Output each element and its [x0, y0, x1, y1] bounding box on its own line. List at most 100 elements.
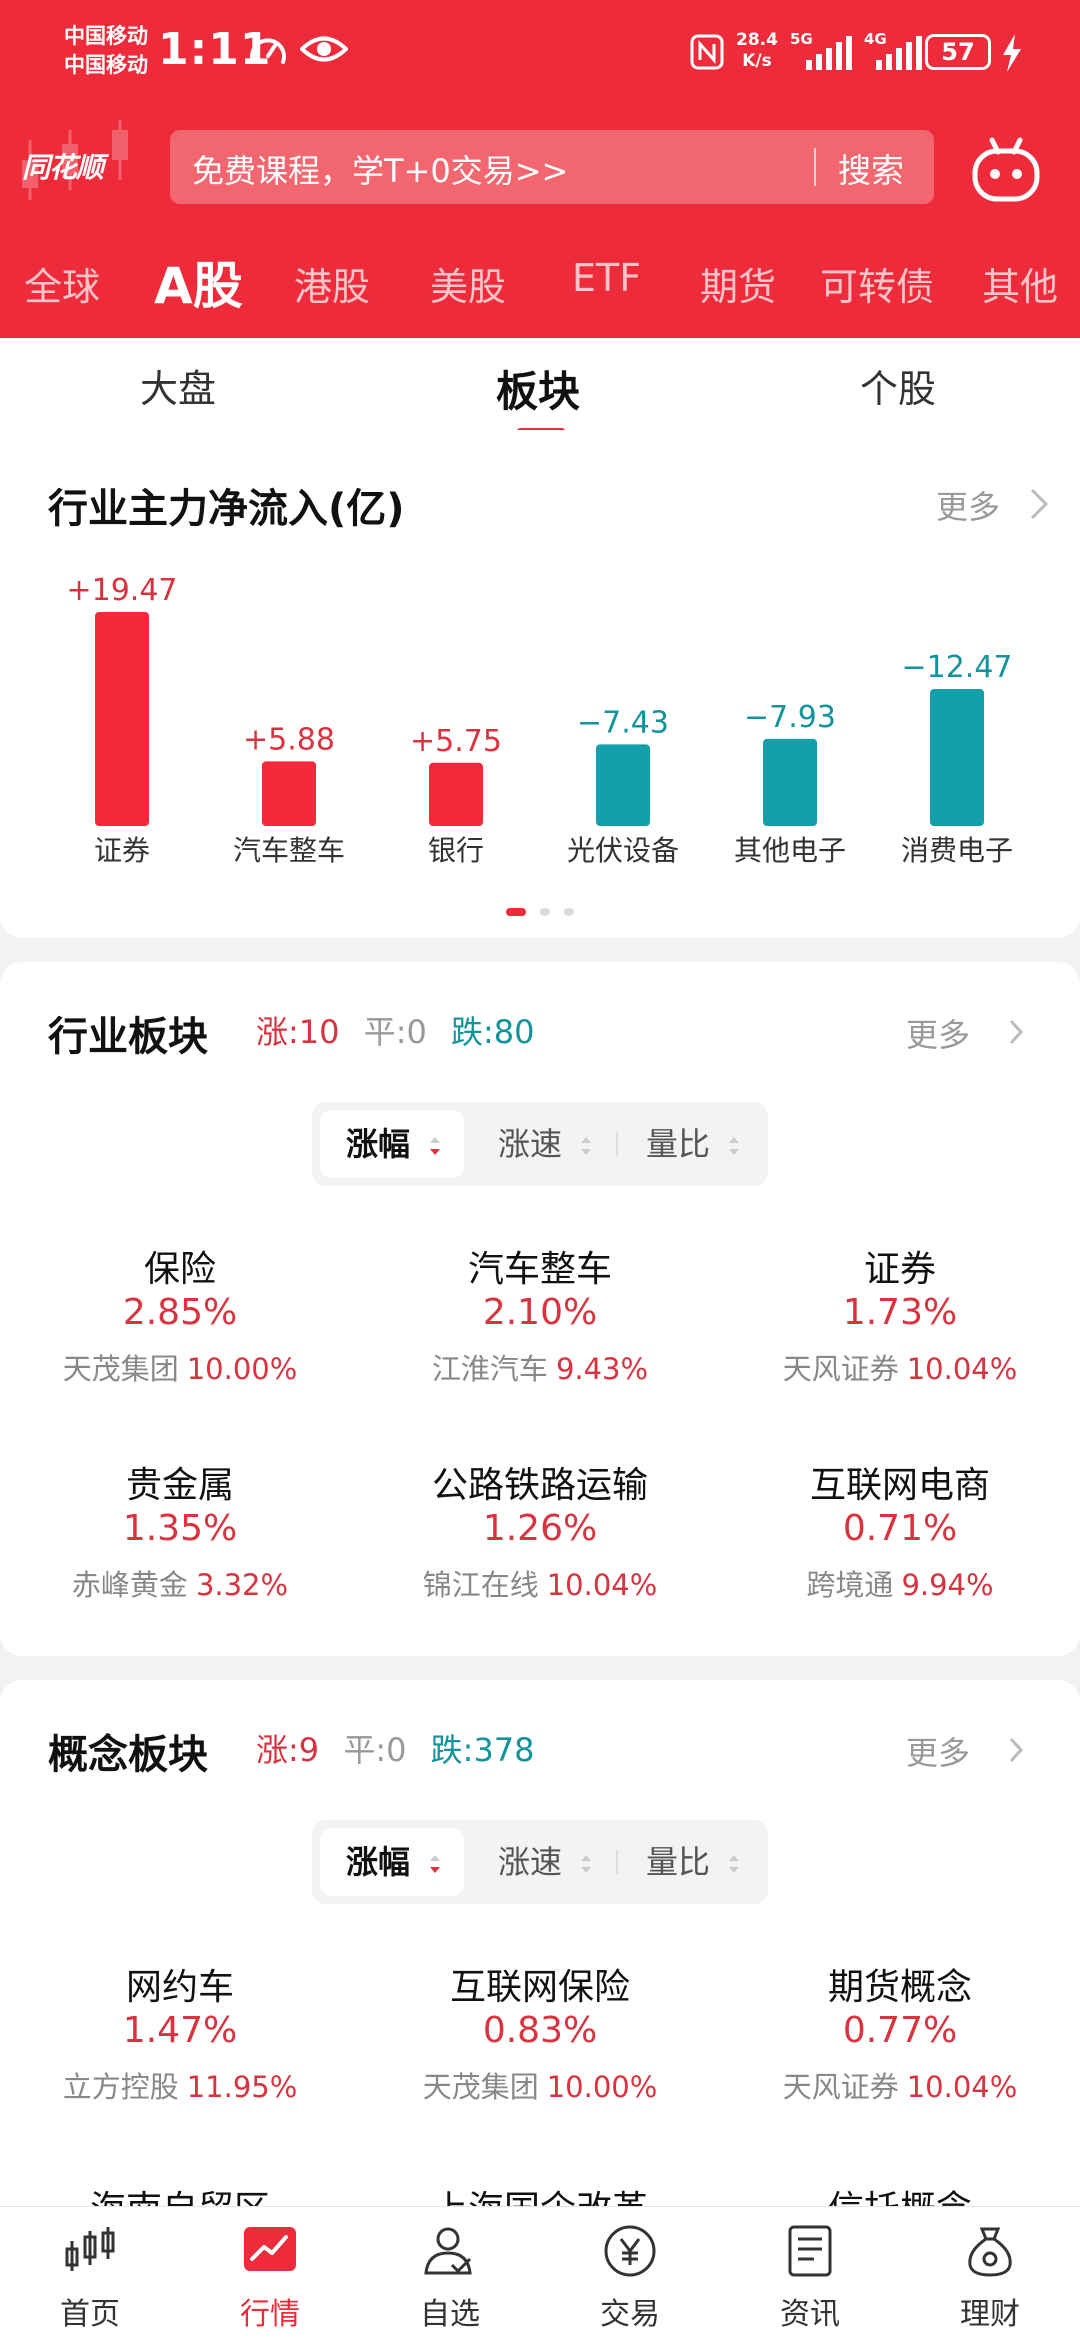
sort-by-change[interactable]: 涨幅: [320, 1110, 464, 1178]
leading-stock-change: 10.04%: [906, 2070, 1018, 2104]
leading-stock: 跨境通 9.94%: [720, 1562, 1080, 1604]
tab-global[interactable]: 全球: [24, 265, 101, 309]
leading-stock: 江淮汽车 9.43%: [360, 1346, 720, 1388]
sector-cell[interactable]: 互联网电商 0.71% 跨境通 9.94%: [720, 1456, 1080, 1604]
charging-bolt-icon: [1003, 34, 1021, 72]
user-check-icon: [424, 2227, 472, 2275]
tab-stocks[interactable]: 个股: [860, 367, 937, 411]
sector-cell[interactable]: 贵金属 1.35% 赤峰黄金 3.32%: [0, 1456, 360, 1604]
rise-count: 涨:9: [256, 1731, 320, 1769]
chevron-right-icon[interactable]: [1008, 1018, 1024, 1046]
search-placeholder[interactable]: 免费课程，学T+0交易>>: [192, 152, 569, 190]
flow-more-link[interactable]: 更多: [935, 488, 1000, 526]
leading-stock: 锦江在线 10.04%: [360, 1562, 720, 1604]
segment-divider: [616, 1132, 618, 1156]
bar-category-label: 汽车整车: [233, 834, 345, 867]
sort-by-speed[interactable]: 涨速: [472, 1828, 616, 1896]
bar-category-label: 证券: [94, 834, 150, 867]
sector-cell[interactable]: 网约车 1.47% 立方控股 11.95%: [0, 1958, 360, 2106]
search-bar[interactable]: 免费课程，学T+0交易>> 搜索: [170, 130, 934, 204]
sort-icon: [729, 1855, 740, 1873]
carrier-name: 中国移动: [64, 53, 148, 77]
tab-others[interactable]: 其他: [982, 265, 1059, 309]
leading-stock: 天茂集团 10.00%: [0, 1346, 360, 1388]
battery-indicator: 57: [925, 34, 991, 70]
leading-stock-change: 9.43%: [555, 1352, 649, 1386]
sector-cell[interactable]: 证券 1.73% 天风证券 10.04%: [720, 1240, 1080, 1388]
bar-证券[interactable]: [95, 612, 149, 826]
tab-convertible-bonds[interactable]: 可转债: [820, 265, 935, 309]
bar-汽车整车[interactable]: [262, 761, 316, 826]
nav-label: 资讯: [780, 2297, 840, 2332]
sector-name: 互联网保险: [449, 1967, 630, 2008]
concept-counts: 涨:9 平:0 跌:378: [256, 1725, 535, 1771]
nav-label: 理财: [960, 2297, 1020, 2332]
tab-us-stocks[interactable]: 美股: [430, 265, 507, 309]
sort-by-volume-ratio[interactable]: 量比: [620, 1110, 764, 1178]
sector-name: 贵金属: [125, 1465, 234, 1506]
bar-消费电子[interactable]: [930, 688, 984, 826]
tab-a-shares[interactable]: A股: [154, 257, 243, 315]
sort-label: 涨速: [498, 1843, 563, 1881]
sort-desc-icon: [430, 1855, 441, 1873]
bar-光伏设备[interactable]: [596, 744, 650, 826]
sector-name: 证券: [863, 1249, 936, 1290]
chevron-right-icon[interactable]: [1008, 1736, 1024, 1764]
nav-label: 自选: [420, 2297, 480, 2332]
industry-sector-card: 行业板块 涨:10 平:0 跌:80 更多 涨幅 涨速 量比 保险 2.85% …: [0, 962, 1080, 1656]
nav-home[interactable]: 首页: [0, 2207, 180, 2340]
leading-stock: 天茂集团 10.00%: [360, 2064, 720, 2106]
leading-stock: 天风证券 10.04%: [720, 2064, 1080, 2106]
bar-category-label: 其他电子: [734, 834, 846, 867]
nav-news[interactable]: 资讯: [720, 2207, 900, 2340]
search-button[interactable]: 搜索: [838, 151, 904, 190]
sector-name: 网约车: [125, 1967, 234, 2008]
money-bag-icon: [968, 2227, 1012, 2277]
sort-desc-icon: [430, 1137, 441, 1155]
market-tabs: 全球 A股 港股 美股 ETF 期货 可转债 其他: [0, 250, 1080, 320]
tab-market-overview[interactable]: 大盘: [140, 367, 217, 411]
nav-label: 交易: [600, 2297, 660, 2332]
nav-watchlist[interactable]: 自选: [360, 2207, 540, 2340]
leading-stock-name: 跨境通: [806, 1568, 894, 1602]
bar-银行[interactable]: [429, 762, 483, 826]
sector-cell[interactable]: 汽车整车 2.10% 江淮汽车 9.43%: [360, 1240, 720, 1388]
sector-cell[interactable]: 期货概念 0.77% 天风证券 10.04%: [720, 1958, 1080, 2106]
sort-by-volume-ratio[interactable]: 量比: [620, 1828, 764, 1896]
tab-futures[interactable]: 期货: [700, 265, 777, 309]
bar-value-label: −12.47: [901, 650, 1012, 685]
tab-sectors[interactable]: 板块: [496, 367, 581, 416]
sector-cell[interactable]: 互联网保险 0.83% 天茂集团 10.00%: [360, 1958, 720, 2106]
chevron-right-icon[interactable]: [1028, 486, 1050, 522]
nav-wealth[interactable]: 理财: [900, 2207, 1080, 2340]
concept-more-link[interactable]: 更多: [905, 1734, 970, 1772]
sector-name: 保险: [143, 1249, 216, 1290]
leading-stock-name: 锦江在线: [422, 1568, 539, 1602]
leading-stock-change: 10.00%: [186, 1352, 298, 1386]
news-document-icon: [788, 2225, 832, 2277]
nav-market[interactable]: 行情: [180, 2207, 360, 2340]
search-divider: [814, 148, 816, 186]
leading-stock-name: 天风证券: [782, 1352, 899, 1386]
sector-cell[interactable]: 保险 2.85% 天茂集团 10.00%: [0, 1240, 360, 1388]
nav-label: 行情: [240, 2297, 300, 2332]
industry-more-link[interactable]: 更多: [905, 1016, 970, 1054]
signal-type-label: 5G: [790, 30, 813, 48]
tab-hk-stocks[interactable]: 港股: [294, 265, 371, 309]
robot-icon[interactable]: [970, 136, 1042, 204]
nav-label: 首页: [60, 2297, 120, 2332]
bar-其他电子[interactable]: [763, 738, 817, 826]
carrier-info: 中国移动 中国移动: [64, 22, 148, 80]
sort-by-change[interactable]: 涨幅: [320, 1828, 464, 1896]
app-logo[interactable]: 同花顺: [22, 151, 104, 184]
leading-stock: 赤峰黄金 3.32%: [0, 1562, 360, 1604]
sector-cell[interactable]: 公路铁路运输 1.26% 锦江在线 10.04%: [360, 1456, 720, 1604]
sector-change: 1.26%: [482, 1508, 598, 1549]
tab-etf[interactable]: ETF: [572, 256, 642, 300]
sort-by-speed[interactable]: 涨速: [472, 1110, 616, 1178]
bar-value-label: −7.43: [577, 705, 669, 740]
bottom-navigation: 首页 行情 自选 交易 资讯: [0, 2206, 1080, 2340]
nav-trade[interactable]: 交易: [540, 2207, 720, 2340]
sector-name: 互联网电商: [809, 1465, 990, 1506]
sort-label: 量比: [646, 1843, 711, 1881]
